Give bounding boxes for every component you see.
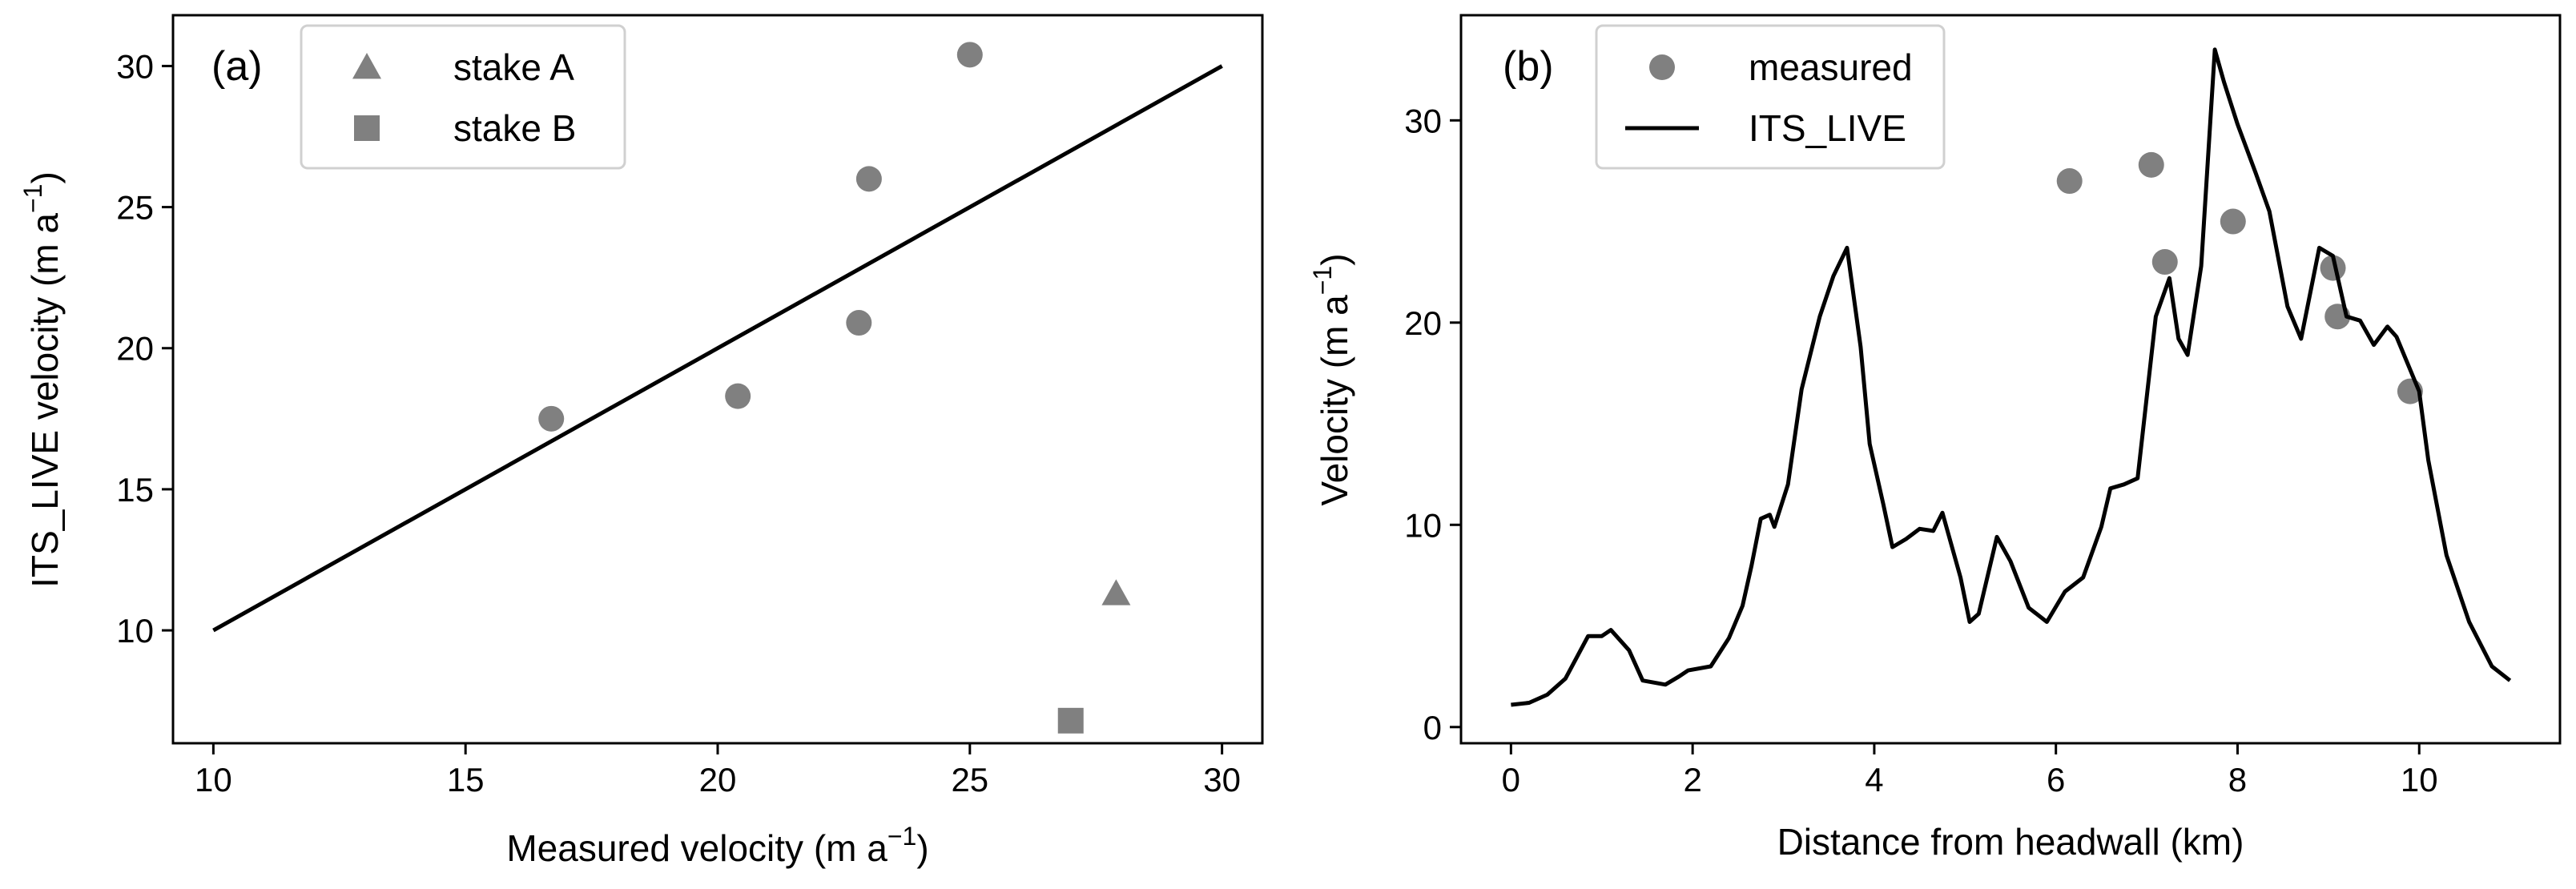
y-axis-label: ITS_LIVE velocity (m a−1) (18, 171, 66, 588)
data-point-circle (2320, 255, 2346, 281)
data-point-circle (2151, 249, 2178, 276)
plot-area (212, 42, 1223, 734)
one-to-one-line (212, 64, 1223, 633)
axis-ticks: 10 15 20 25 30 10 15 20 25 30 (116, 47, 1241, 798)
data-point-circle (846, 310, 872, 336)
y-tick-label: 0 (1423, 709, 1442, 746)
legend: stake A stake B (300, 24, 626, 170)
y-tick-label: 20 (116, 330, 154, 368)
y-tick-label: 10 (116, 612, 154, 650)
legend-label: stake A (453, 46, 574, 88)
x-axis-label: Distance from headwall (km) (1777, 821, 2244, 863)
legend: measured ITS_LIVE (1595, 24, 1946, 170)
x-tick-label: 10 (195, 761, 232, 798)
y-tick-label: 15 (116, 471, 154, 509)
legend-label: ITS_LIVE (1749, 107, 1906, 149)
legend-box (300, 24, 626, 170)
chart-panel-b: 0 2 4 6 8 10 0 10 20 30 measured ITS_LIVE (b) Dist… (1308, 14, 2562, 863)
axis-ticks: 0 2 4 6 8 10 0 10 20 30 (1404, 102, 2437, 798)
y-tick-label: 25 (116, 189, 154, 227)
plot-area (1511, 47, 2512, 707)
legend-marker (1649, 54, 1675, 80)
legend-label: stake B (453, 107, 576, 149)
legend-marker (352, 53, 381, 79)
data-point-circle (956, 42, 983, 68)
y-axis-label: Velocity (m a−1) (1308, 253, 1355, 505)
data-point-circle (855, 166, 882, 192)
legend-box (1595, 24, 1946, 170)
x-tick-label: 6 (2047, 761, 2065, 798)
x-axis-label: Measured velocity (m a−1) (506, 822, 928, 869)
x-tick-label: 20 (699, 761, 737, 798)
data-point-triangle (1101, 579, 1131, 605)
x-tick-label: 10 (2401, 761, 2438, 798)
y-tick-label: 10 (1404, 506, 1442, 544)
x-tick-label: 4 (1865, 761, 1883, 798)
x-tick-label: 8 (2228, 761, 2247, 798)
panel-label: (a) (211, 43, 263, 90)
series-line (1511, 47, 2512, 707)
data-point-circle (538, 405, 565, 432)
data-point-circle (2056, 168, 2083, 195)
x-tick-label: 30 (1203, 761, 1241, 798)
data-point-square (1057, 707, 1084, 734)
y-tick-label: 30 (116, 47, 154, 85)
legend-label: measured (1749, 46, 1913, 88)
y-tick-label: 20 (1404, 304, 1442, 342)
x-tick-label: 0 (1502, 761, 1520, 798)
plot-frame (1459, 14, 2562, 745)
data-point-circle (2220, 208, 2246, 235)
x-tick-label: 25 (951, 761, 988, 798)
data-point-circle (2138, 151, 2164, 178)
y-tick-label: 30 (1404, 102, 1442, 139)
x-tick-label: 2 (1683, 761, 1701, 798)
panel-label: (b) (1503, 43, 1554, 90)
legend-marker (354, 115, 380, 141)
x-tick-label: 15 (447, 761, 485, 798)
data-point-circle (725, 383, 751, 409)
